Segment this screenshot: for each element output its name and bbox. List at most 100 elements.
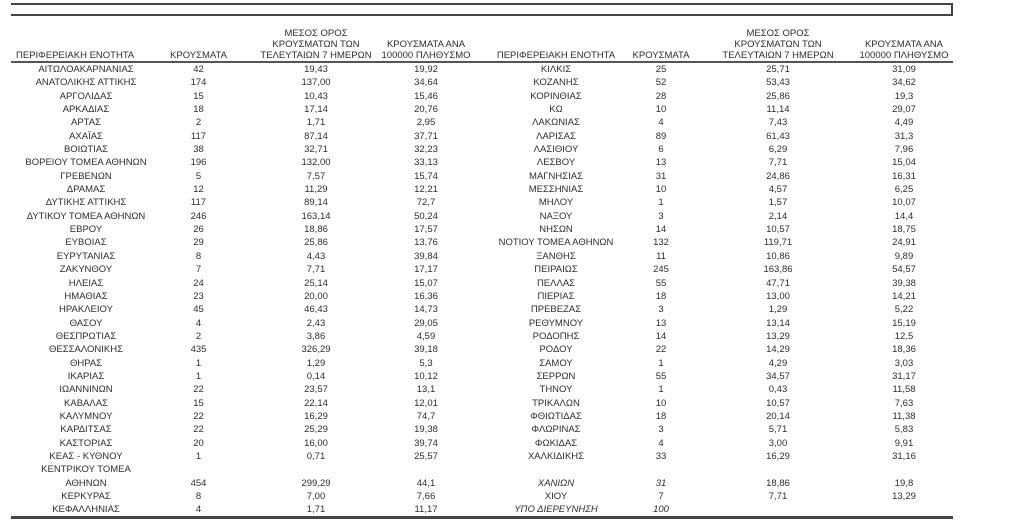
value-cell: 13: [655, 317, 667, 329]
value-cell: 19,38: [414, 424, 438, 436]
value-cell: 22: [193, 384, 204, 396]
region-name-cell: ΘΗΡΑΣ: [69, 357, 103, 369]
table-row: ΑΡΚΑΔΙΑΣ 18 17,14 20,76 ΚΩ 10 11,14 29,07: [11, 103, 953, 116]
value-cell: 20,00: [304, 290, 328, 302]
value-cell: 1: [195, 370, 202, 382]
value-cell: 5,83: [894, 424, 914, 436]
value-cell: 29,07: [892, 104, 916, 116]
value-cell: 132,00: [301, 157, 331, 169]
value-cell: 2: [195, 117, 202, 129]
value-cell: 4,57: [768, 184, 788, 196]
bottom-rule-line: [11, 516, 953, 519]
value-cell: 10,86: [766, 250, 790, 262]
value-cell: 61,43: [766, 130, 790, 142]
value-cell: 5: [195, 170, 202, 182]
value-cell: 137,00: [301, 77, 331, 89]
region-name-cell: ΑΡΚΑΔΙΑΣ: [62, 104, 110, 116]
value-cell: 25,86: [304, 237, 328, 249]
region-name-cell: ΛΕΣΒΟΥ: [536, 157, 576, 169]
value-cell: 18: [193, 104, 204, 116]
value-cell: 0,71: [306, 450, 326, 462]
table-row: ΔΡΑΜΑΣ 12 11,29 12,21 ΜΕΣΣΗΝΙΑΣ 10 4,57 6,25: [11, 183, 953, 196]
header-text: ΚΡΟΥΣΜΑΤΑ: [632, 50, 690, 61]
value-cell: 4: [195, 504, 202, 516]
value-cell: 12,01: [414, 397, 438, 409]
value-cell: 24,91: [892, 237, 916, 249]
value-cell: 14,29: [766, 344, 790, 356]
value-cell: 7,63: [894, 397, 914, 409]
region-name-cell: ΘΕΣΣΑΛΟΝΙΚΗΣ: [49, 344, 123, 356]
value-cell: 20,14: [766, 410, 790, 422]
value-cell: 29,05: [414, 317, 438, 329]
value-cell: 32,71: [304, 144, 328, 156]
table-row: ΚΑΡΔΙΤΣΑΣ 22 25,29 19,38 ΦΛΩΡΙΝΑΣ 3 5,71 5,83: [11, 423, 953, 436]
region-name-cell: ΣΑΜΟΥ: [539, 357, 573, 369]
value-cell: 33: [655, 450, 667, 462]
region-name-cell: ΑΡΓΟΛΙΔΑΣ: [59, 90, 113, 102]
value-cell: 10: [655, 104, 667, 116]
value-cell: 3: [658, 424, 664, 436]
value-cell: 17,17: [414, 264, 438, 276]
region-name-cell: ΡΕΘΥΜΝΟΥ: [528, 317, 584, 329]
second-rule-line: [11, 14, 953, 16]
value-cell: 7,57: [306, 170, 326, 182]
value-cell: 2,14: [768, 210, 788, 222]
value-cell: 1,29: [768, 304, 788, 316]
table-row: ΑΡΓΟΛΙΔΑΣ 15 10,43 15,46 ΚΟΡΙΝΘΙΑΣ 28 25,86 19,…: [11, 90, 953, 103]
value-cell: 16,36: [414, 290, 438, 302]
value-cell: 15,04: [892, 157, 916, 169]
header-text: ΠΕΡΙΦΕΡΕΙΑΚΗ ΕΝΟΤΗΤΑ: [496, 50, 616, 61]
table-row: ΕΒΡΟΥ 26 18,86 17,57 ΝΗΣΩΝ 14 10,57 18,75: [11, 223, 953, 236]
value-cell: 39,74: [414, 437, 438, 449]
header-line: ΚΡΟΥΣΜΑΤΑ ΑΝΑ: [386, 39, 466, 50]
value-cell: 39,84: [414, 250, 438, 262]
value-cell: 10,12: [414, 370, 438, 382]
value-cell: 13,29: [766, 330, 790, 342]
value-cell: 7: [658, 491, 664, 502]
value-cell: 2,95: [416, 117, 436, 129]
value-cell: 435: [190, 344, 207, 356]
value-cell: 23,57: [304, 384, 328, 396]
region-name-cell: ΧΙΟΥ: [544, 491, 568, 502]
table-row: ΙΩΑΝΝΙΝΩΝ 22 23,57 13,1 ΤΗΝΟΥ 1 0,43 11,58: [11, 383, 953, 396]
header-line: ΜΕΣΟΣ ΟΡΟΣ: [284, 28, 348, 39]
region-name-cell: ΝΟΤΙΟΥ ΤΟΜΕΑ ΑΘΗΝΩΝ: [498, 237, 614, 249]
region-name-cell: ΓΡΕΒΕΝΩΝ: [60, 170, 112, 182]
value-cell: 10,07: [892, 197, 916, 209]
value-cell: 4,43: [306, 250, 326, 262]
right-edge-tick: [951, 3, 953, 16]
table-row: ΔΥΤΙΚΟΥ ΤΟΜΕΑ ΑΘΗΝΩΝ 246 163,14 50,24 ΝΑΞΟΥ 3…: [11, 210, 953, 223]
region-name-cell: ΠΕΛΛΑΣ: [536, 277, 576, 289]
value-cell: 1: [658, 197, 664, 209]
table-row: ΘΑΣΟΥ 4 2,43 29,05 ΡΕΘΥΜΝΟΥ 13 13,14 15,19: [11, 317, 953, 330]
header-line: ΚΡΟΥΣΜΑΤΩΝ ΤΩΝ: [272, 39, 360, 50]
region-name-cell: ΗΡΑΚΛΕΙΟΥ: [59, 304, 113, 316]
region-name-cell: ΕΒΡΟΥ: [69, 224, 103, 236]
header-text: ΚΡΟΥΣΜΑΤΑ: [170, 50, 227, 61]
value-cell: 31,16: [892, 450, 916, 462]
value-cell: 14: [655, 330, 667, 342]
value-cell: 15,74: [414, 170, 438, 182]
header-per100k-right: ΚΡΟΥΣΜΑΤΑ ΑΝΑ 100000 ΠΛΗΘΥΣΜΟ: [855, 39, 953, 61]
table-row: ΒΟΡΕΙΟΥ ΤΟΜΕΑ ΑΘΗΝΩΝ 196 132,00 33,13 ΛΕΣΒΟΥ…: [11, 156, 953, 169]
value-cell: 3,03: [894, 357, 914, 369]
value-cell: 19,8: [894, 477, 914, 489]
value-cell: 39,38: [892, 277, 916, 289]
value-cell: 245: [653, 264, 669, 276]
region-name-cell: ΚΕΝΤΡΙΚΟΥ ΤΟΜΕΑ: [41, 464, 131, 476]
region-name-cell: ΦΘΙΩΤΙΔΑΣ: [530, 410, 582, 422]
top-rule-line: [11, 3, 953, 5]
region-name-cell: ΞΑΝΘΗΣ: [536, 250, 576, 262]
table-row: ΘΗΡΑΣ 1 1,29 5,3 ΣΑΜΟΥ 1 4,29 3,03: [11, 357, 953, 370]
value-cell: 163,86: [763, 264, 793, 276]
value-cell: 19,43: [304, 64, 328, 75]
region-name-cell: ΦΩΚΙΔΑΣ: [534, 437, 578, 449]
header-line: ΤΕΛΕΥΤΑΙΩΝ 7 ΗΜΕΡΩΝ: [260, 50, 372, 61]
header-line: 100000 ΠΛΗΘΥΣΜΟ: [381, 50, 471, 61]
value-cell: 163,14: [301, 210, 331, 222]
value-cell: 18: [655, 410, 667, 422]
header-per100k-left: ΚΡΟΥΣΜΑΤΑ ΑΝΑ 100000 ΠΛΗΘΥΣΜΟ: [382, 39, 471, 61]
value-cell: 1: [658, 384, 664, 396]
region-name-cell: ΚΑΡΔΙΤΣΑΣ: [60, 424, 112, 436]
